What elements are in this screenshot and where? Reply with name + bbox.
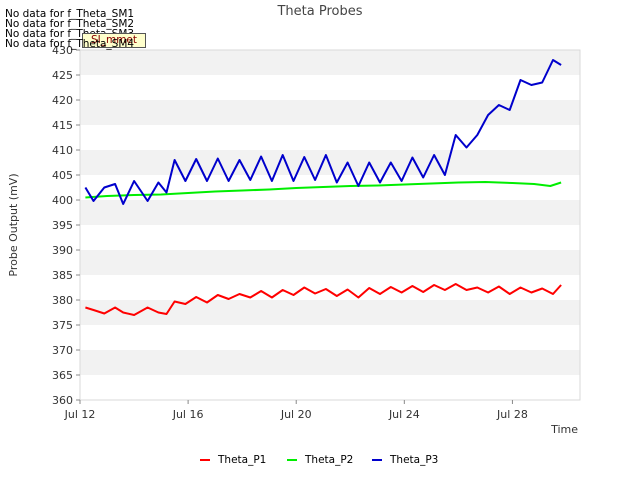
no-data-message-1: No data for f_Theta_SM1 (5, 8, 135, 20)
y-tick-label: 420 (52, 94, 73, 107)
legend-swatch-p2 (287, 459, 297, 461)
legend-swatch-p1 (200, 459, 210, 461)
y-tick-label: 410 (52, 144, 73, 157)
x-axis-label: Time (550, 423, 578, 436)
no-data-message-3: No data for f_Theta_SM3 (5, 28, 135, 40)
y-tick-label: 385 (52, 269, 73, 282)
legend-swatch-p3 (372, 459, 382, 461)
y-tick-label: 370 (52, 344, 73, 357)
y-tick-label: 390 (52, 244, 73, 257)
legend-item-p3: Theta_P3 (372, 454, 438, 466)
y-tick-label: 380 (52, 294, 73, 307)
legend-label-p1: Theta_P1 (218, 454, 267, 466)
x-tick-label: Jul 24 (388, 408, 420, 421)
x-tick-label: Jul 20 (280, 408, 312, 421)
x-tick-label: Jul 12 (64, 408, 96, 421)
grid-band (80, 350, 580, 375)
y-tick-label: 415 (52, 119, 73, 132)
y-tick-label: 400 (52, 194, 73, 207)
legend-label-p3: Theta_P3 (390, 454, 439, 466)
y-tick-label: 425 (52, 69, 73, 82)
series-line-theta-p1 (85, 283, 562, 316)
series-line-theta-p2 (85, 181, 562, 199)
y-tick-label: 405 (52, 169, 73, 182)
grid-band (80, 50, 580, 75)
y-tick-label: 430 (52, 44, 73, 57)
y-tick-label: 375 (52, 319, 73, 332)
legend-item-p2: Theta_P2 (287, 454, 353, 466)
x-tick-label: Jul 28 (496, 408, 528, 421)
series-line-theta-p3 (84, 59, 562, 205)
y-tick-label: 360 (52, 394, 73, 407)
grid-band (80, 200, 580, 225)
x-tick-label: Jul 16 (172, 408, 204, 421)
chart-title: Theta Probes (276, 4, 362, 19)
grid-band (80, 250, 580, 275)
no-data-message-4: No data for f_Theta_SM4 (5, 38, 135, 50)
no-data-message-2: No data for f_Theta_SM2 (5, 18, 135, 30)
legend-item-p1: Theta_P1 (200, 454, 266, 466)
y-tick-label: 365 (52, 369, 73, 382)
grid-band (80, 300, 580, 325)
grid-band (80, 100, 580, 125)
site-badge: SI_mmet (82, 33, 146, 48)
legend-label-p2: Theta_P2 (305, 454, 354, 466)
y-axis-label: Probe Output (mV) (7, 173, 20, 276)
y-tick-label: 395 (52, 219, 73, 232)
grid-band (80, 150, 580, 175)
